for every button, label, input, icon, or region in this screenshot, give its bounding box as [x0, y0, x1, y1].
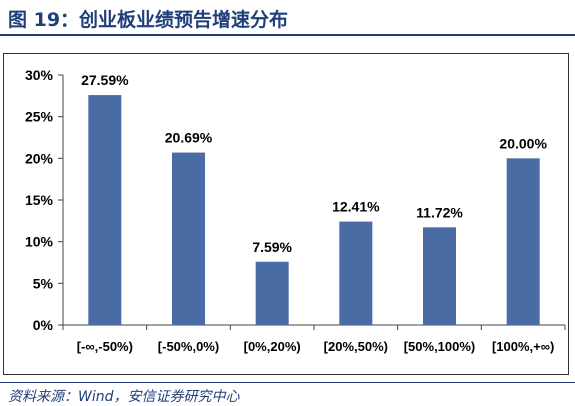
bar: [423, 227, 456, 325]
x-tick-label: [-50%,0%): [158, 339, 219, 354]
bar: [506, 158, 540, 325]
data-label: 20.69%: [165, 130, 213, 146]
x-tick-label: [100%,+∞): [492, 339, 554, 354]
data-label: 20.00%: [499, 135, 547, 151]
x-tick-label: [-∞,-50%): [77, 339, 133, 354]
y-tick-label: 15%: [25, 192, 54, 208]
data-label: 12.41%: [332, 199, 380, 215]
y-tick-label: 5%: [33, 275, 54, 291]
y-tick-label: 20%: [25, 150, 54, 166]
y-tick-label: 30%: [25, 67, 54, 83]
data-label: 11.72%: [416, 204, 463, 220]
x-tick-label: [0%,20%): [244, 339, 301, 354]
bar: [339, 221, 373, 325]
bar: [172, 152, 205, 325]
y-tick-label: 0%: [33, 317, 54, 333]
y-tick-label: 10%: [25, 234, 54, 250]
bar: [88, 95, 122, 325]
figure-title: 图 19：创业板业绩预告增速分布: [8, 9, 289, 31]
title-bar: 图 19：创业板业绩预告增速分布: [0, 0, 575, 36]
source-note: 资料来源：Wind，安信证券研究中心: [8, 389, 240, 405]
x-tick-label: [20%,50%): [324, 339, 388, 354]
source-bar: 资料来源：Wind，安信证券研究中心: [0, 382, 575, 405]
y-tick-label: 25%: [25, 109, 54, 125]
data-label: 7.59%: [252, 239, 292, 255]
x-tick-label: [50%,100%): [404, 339, 476, 354]
bar: [255, 261, 289, 325]
data-label: 27.59%: [81, 72, 129, 88]
